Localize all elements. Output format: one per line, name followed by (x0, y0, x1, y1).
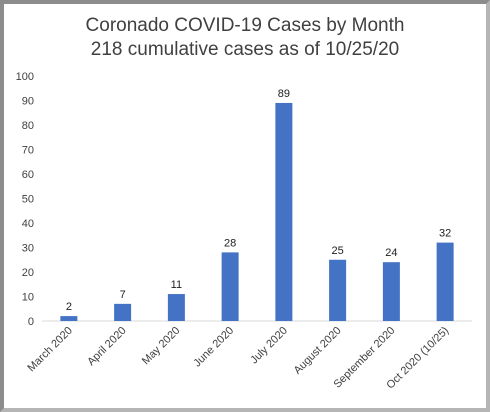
chart-title-block: Coronado COVID-19 Cases by Month 218 cum… (0, 14, 490, 62)
y-tick-label: 100 (16, 71, 34, 83)
y-tick-label: 90 (22, 96, 34, 108)
x-tick-label: May 2020 (140, 325, 183, 368)
y-tick-label: 10 (22, 292, 34, 304)
y-tick-label: 30 (22, 243, 34, 255)
bar (329, 259, 347, 321)
data-label: 32 (439, 228, 451, 240)
data-label: 2 (66, 301, 72, 313)
chart-title: Coronado COVID-19 Cases by Month (85, 15, 405, 36)
x-tick-label: July 2020 (248, 325, 290, 367)
y-tick-label: 40 (22, 218, 34, 230)
data-labels: 2 7 11 28 89 25 24 32 (66, 88, 451, 313)
y-tick-label: 80 (22, 120, 34, 132)
y-tick-label: 20 (22, 267, 34, 279)
bar (382, 262, 400, 321)
bar (167, 294, 185, 321)
chart-subtitle: 218 cumulative cases as of 10/25/20 (90, 39, 400, 60)
x-tick-label: April 2020 (85, 325, 129, 369)
y-tick-label: 60 (22, 169, 34, 181)
y-tick-label: 70 (22, 145, 34, 157)
bar (436, 242, 454, 321)
y-axis: 0 10 20 30 40 50 60 70 80 90 100 (16, 71, 34, 328)
x-tick-label: June 2020 (191, 325, 236, 370)
x-tick-label: August 2020 (292, 325, 344, 377)
data-label: 28 (224, 237, 236, 249)
data-label: 11 (171, 279, 182, 291)
bar (221, 252, 239, 321)
data-label: 7 (120, 289, 126, 301)
data-label: 25 (332, 245, 344, 257)
bar-series (60, 102, 454, 321)
data-label: 24 (385, 247, 397, 259)
data-label: 89 (278, 88, 290, 100)
x-axis: March 2020 April 2020 May 2020 June 2020 Jul… (25, 325, 451, 392)
y-tick-label: 0 (28, 316, 34, 328)
bar (60, 316, 78, 321)
bar (275, 102, 293, 321)
y-tick-label: 50 (22, 194, 34, 206)
bar (114, 303, 132, 321)
x-tick-label: March 2020 (25, 325, 75, 375)
